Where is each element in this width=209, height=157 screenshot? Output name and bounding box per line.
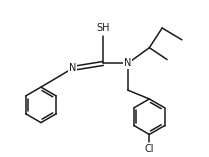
Text: Cl: Cl <box>145 144 154 154</box>
Text: SH: SH <box>96 23 110 33</box>
Text: N: N <box>69 63 76 73</box>
Text: N: N <box>124 58 131 68</box>
